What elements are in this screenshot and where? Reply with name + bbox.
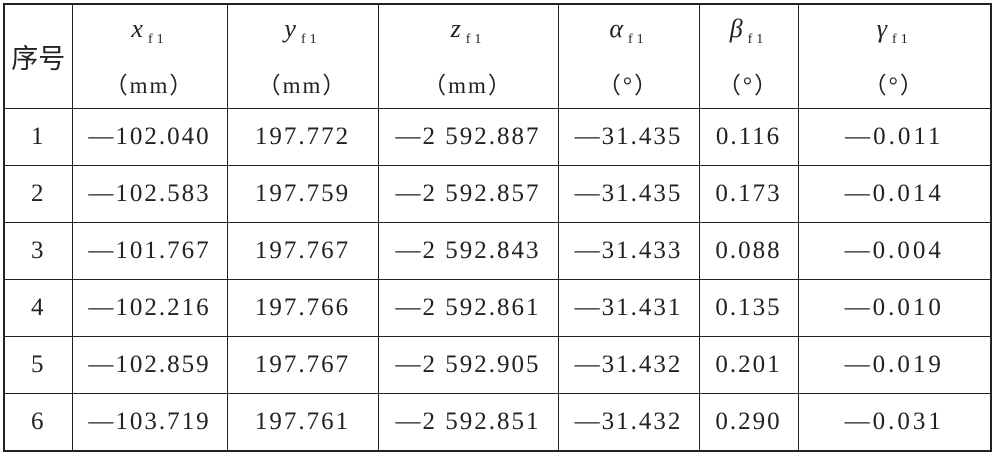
header-subscript: f1 bbox=[747, 32, 768, 47]
cell-value: —0.014 bbox=[797, 165, 992, 223]
table-row: 1 —102.040 197.772 —2 592.887 —31.435 0.116 —0… bbox=[3, 108, 992, 166]
header-subscript: f1 bbox=[892, 32, 912, 47]
header-cell: 序号 bbox=[3, 3, 73, 109]
cell-value: —102.583 bbox=[71, 165, 228, 223]
header-cell: y f1 （mm） bbox=[226, 3, 379, 109]
cell-value: —31.433 bbox=[557, 222, 700, 280]
cell-value: —102.040 bbox=[71, 108, 228, 166]
cell-value: 0.135 bbox=[698, 279, 799, 337]
cell-value: —101.767 bbox=[71, 222, 228, 280]
cell-value: —2 592.851 bbox=[377, 393, 559, 452]
cell-value: 0.290 bbox=[698, 393, 799, 452]
cell-value: —102.216 bbox=[71, 279, 228, 337]
header-symbol-line: β f1 bbox=[700, 5, 797, 64]
cell-value: 197.772 bbox=[226, 108, 379, 166]
header-symbol: y bbox=[284, 14, 298, 43]
table-row: 6 —103.719 197.761 —2 592.851 —31.432 0.290 —0… bbox=[3, 393, 992, 452]
header-cell: α f1 （°） bbox=[557, 3, 700, 109]
table-body: 1 —102.040 197.772 —2 592.887 —31.435 0.116 —0… bbox=[3, 108, 992, 452]
cell-value: —0.011 bbox=[797, 108, 992, 166]
header-symbol-line: y f1 bbox=[228, 5, 377, 64]
data-table: 序号 x f1 （mm） y f1 （mm） z f1 （mm） α f1 （°） β f1 （°） γ f1 （°… bbox=[3, 3, 992, 452]
cell-value: 197.767 bbox=[226, 222, 379, 280]
cell-value: 197.759 bbox=[226, 165, 379, 223]
cell-value: —0.019 bbox=[797, 336, 992, 394]
header-subscript: f1 bbox=[147, 32, 168, 47]
header-symbol: α bbox=[609, 14, 625, 43]
cell-value: —0.004 bbox=[797, 222, 992, 280]
row-index: 3 bbox=[3, 222, 73, 280]
header-subscript: f1 bbox=[300, 32, 321, 47]
cell-value: —31.431 bbox=[557, 279, 700, 337]
cell-value: 0.116 bbox=[698, 108, 799, 166]
cell-value: —31.432 bbox=[557, 393, 700, 452]
header-row: 序号 x f1 （mm） y f1 （mm） z f1 （mm） α f1 （°） β f1 （°） γ f1 （°… bbox=[3, 3, 992, 109]
header-subscript: f1 bbox=[465, 32, 486, 47]
cell-value: —31.432 bbox=[557, 336, 700, 394]
cell-value: —0.031 bbox=[797, 393, 992, 452]
row-index: 1 bbox=[3, 108, 73, 166]
cell-value: 197.766 bbox=[226, 279, 379, 337]
header-symbol: β bbox=[729, 14, 745, 43]
header-unit: （°） bbox=[597, 73, 660, 98]
cell-value: 197.761 bbox=[226, 393, 379, 452]
header-cell: γ f1 （°） bbox=[797, 3, 992, 109]
cell-value: —2 592.861 bbox=[377, 279, 559, 337]
header-symbol: z bbox=[450, 14, 463, 43]
cell-value: 197.767 bbox=[226, 336, 379, 394]
header-symbol: γ bbox=[876, 14, 890, 43]
row-index: 4 bbox=[3, 279, 73, 337]
header-cell: z f1 （mm） bbox=[377, 3, 559, 109]
cell-value: 0.088 bbox=[698, 222, 799, 280]
cell-value: 0.201 bbox=[698, 336, 799, 394]
row-index: 2 bbox=[3, 165, 73, 223]
header-unit: （mm） bbox=[257, 73, 348, 98]
header-symbol: x bbox=[131, 14, 145, 43]
table-row: 5 —102.859 197.767 —2 592.905 —31.432 0.201 —0… bbox=[3, 336, 992, 394]
row-index: 5 bbox=[3, 336, 73, 394]
cell-value: —2 592.843 bbox=[377, 222, 559, 280]
header-label: 序号 bbox=[11, 44, 66, 74]
header-unit: （mm） bbox=[104, 73, 195, 98]
cell-value: —102.859 bbox=[71, 336, 228, 394]
table-row: 3 —101.767 197.767 —2 592.843 —31.433 0.088 —0… bbox=[3, 222, 992, 280]
header-symbol-line: x f1 bbox=[73, 5, 226, 64]
header-symbol-line: α f1 bbox=[559, 5, 698, 64]
cell-value: —0.010 bbox=[797, 279, 992, 337]
cell-value: —2 592.905 bbox=[377, 336, 559, 394]
header-symbol-line: z f1 bbox=[379, 5, 557, 64]
cell-value: —2 592.887 bbox=[377, 108, 559, 166]
header-symbol-line: γ f1 bbox=[799, 5, 990, 64]
cell-value: —31.435 bbox=[557, 108, 700, 166]
header-cell: β f1 （°） bbox=[698, 3, 799, 109]
cell-value: —31.435 bbox=[557, 165, 700, 223]
header-unit: （mm） bbox=[423, 73, 513, 98]
header-cell: x f1 （mm） bbox=[71, 3, 228, 109]
header-subscript: f1 bbox=[627, 32, 648, 47]
header-unit: （°） bbox=[717, 73, 780, 98]
row-index: 6 bbox=[3, 393, 73, 452]
cell-value: 0.173 bbox=[698, 165, 799, 223]
cell-value: —103.719 bbox=[71, 393, 228, 452]
table-row: 2 —102.583 197.759 —2 592.857 —31.435 0.173 —0… bbox=[3, 165, 992, 223]
table-row: 4 —102.216 197.766 —2 592.861 —31.431 0.135 —0… bbox=[3, 279, 992, 337]
cell-value: —2 592.857 bbox=[377, 165, 559, 223]
header-unit: （°） bbox=[863, 73, 925, 98]
